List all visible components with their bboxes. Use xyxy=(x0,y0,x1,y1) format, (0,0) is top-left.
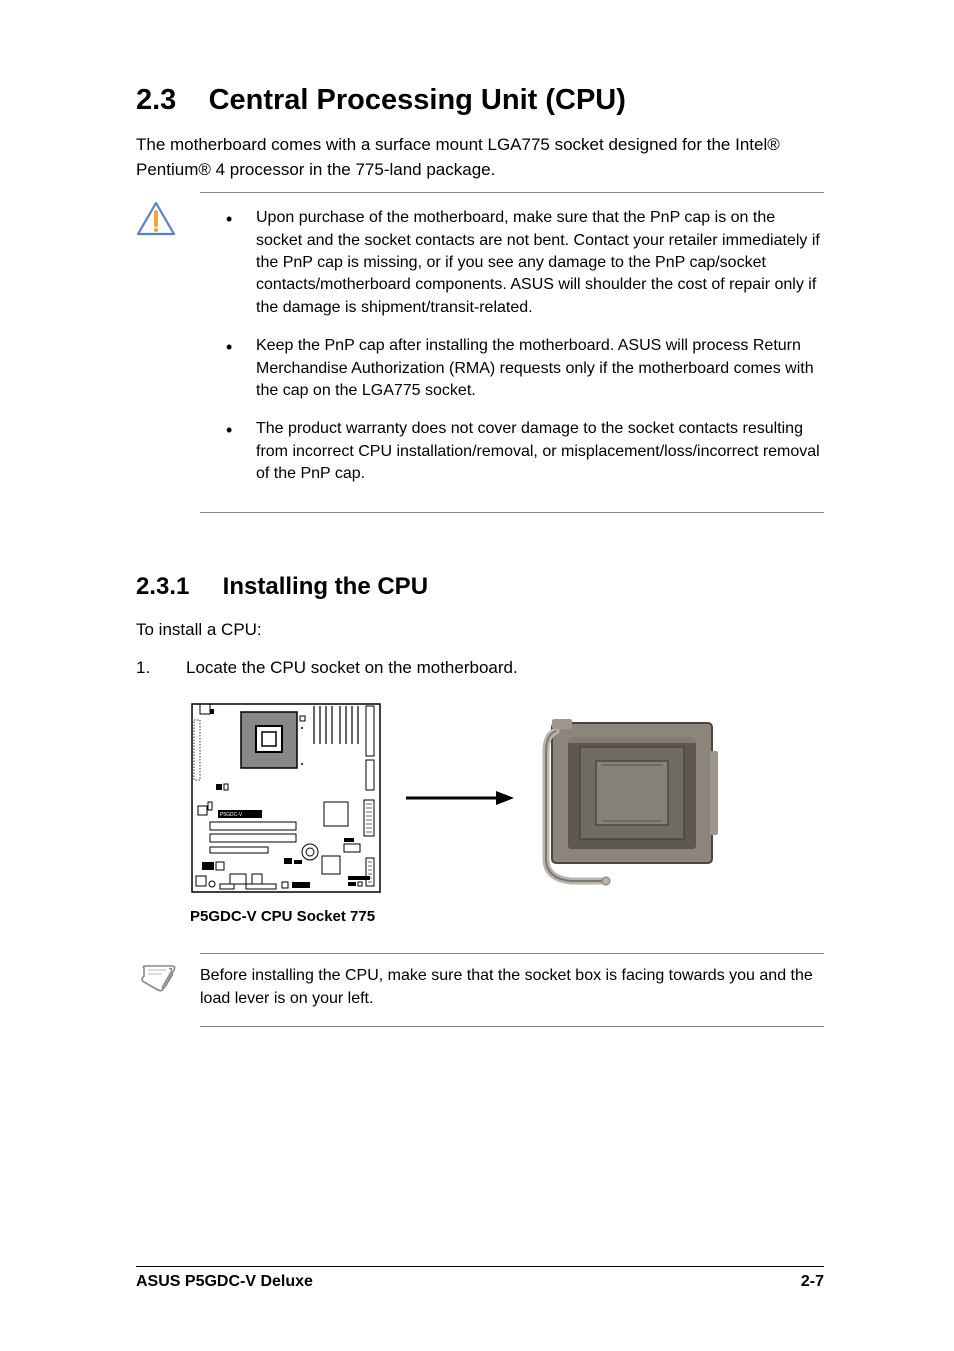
section-title: Central Processing Unit (CPU) xyxy=(209,84,626,116)
divider xyxy=(200,512,824,513)
warning-icon xyxy=(136,199,180,501)
note-callout: Before installing the CPU, make sure tha… xyxy=(136,960,824,1016)
footer-rule xyxy=(136,1266,824,1267)
motherboard-diagram: P5GDC-V xyxy=(186,698,386,898)
figure-caption: P5GDC-V CPU Socket 775 xyxy=(136,908,824,925)
subsection-title: Installing the CPU xyxy=(223,573,428,600)
warning-item: Keep the PnP cap after installing the mo… xyxy=(226,335,824,402)
section-number: 2.3 xyxy=(136,84,176,116)
page-footer: ASUS P5GDC-V Deluxe 2-7 xyxy=(136,1266,824,1291)
svg-text:P5GDC-V: P5GDC-V xyxy=(220,812,243,818)
note-text: Before installing the CPU, make sure tha… xyxy=(180,960,824,1016)
divider xyxy=(200,192,824,193)
subsection-heading: 2.3.1 Installing the CPU xyxy=(136,573,824,601)
warning-item: The product warranty does not cover dama… xyxy=(226,418,824,485)
section-heading: 2.3 Central Processing Unit (CPU) xyxy=(136,84,824,117)
warning-list: Upon purchase of the motherboard, make s… xyxy=(200,207,824,485)
cpu-socket-photo xyxy=(532,711,737,886)
divider xyxy=(200,1026,824,1027)
intro-paragraph: The motherboard comes with a surface mou… xyxy=(136,133,824,182)
note-icon xyxy=(136,960,180,1016)
footer-left: ASUS P5GDC-V Deluxe xyxy=(136,1273,313,1291)
step-number: 1. xyxy=(136,658,186,678)
step-1: 1. Locate the CPU socket on the motherbo… xyxy=(136,658,824,678)
warning-item: Upon purchase of the motherboard, make s… xyxy=(226,207,824,319)
arrow-icon xyxy=(404,791,514,805)
lead-in: To install a CPU: xyxy=(136,617,824,643)
warning-callout: Upon purchase of the motherboard, make s… xyxy=(136,199,824,501)
subsection-number: 2.3.1 xyxy=(136,573,216,601)
footer-right: 2-7 xyxy=(801,1273,824,1291)
step-text: Locate the CPU socket on the motherboard… xyxy=(186,658,518,678)
divider xyxy=(200,953,824,954)
figure-row: P5GDC-V xyxy=(136,698,824,898)
